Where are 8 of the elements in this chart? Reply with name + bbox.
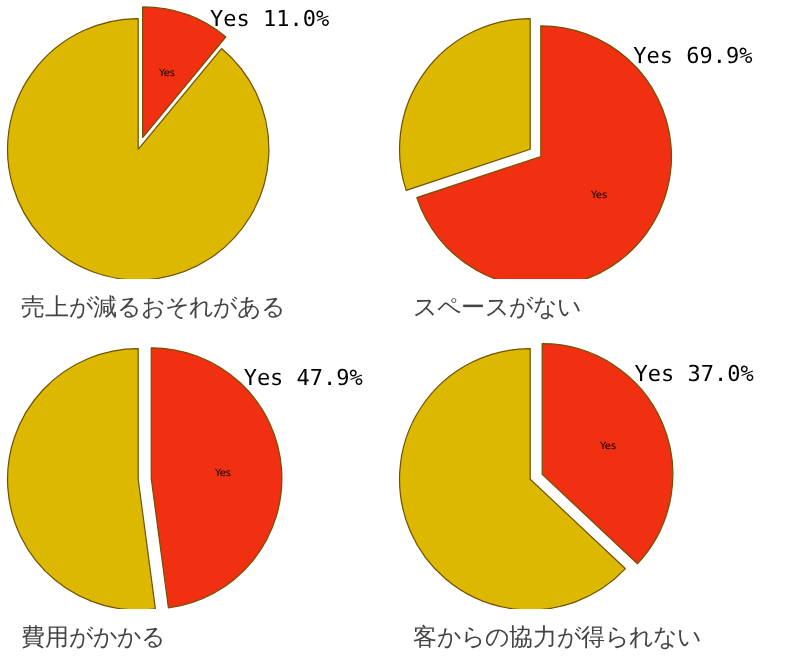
text: 客からの協力が得られない xyxy=(413,623,701,651)
text: 売上が減るおそれがある xyxy=(21,293,285,321)
data-label: Yes 69.9% xyxy=(633,43,754,70)
data-label: Yes 11.0% xyxy=(209,5,330,32)
text: 費用がかかる xyxy=(21,623,165,651)
data-label: Yes 37.0% xyxy=(634,360,755,387)
text: スペースがない xyxy=(413,293,581,321)
data-label: Yes 47.9% xyxy=(243,365,364,392)
